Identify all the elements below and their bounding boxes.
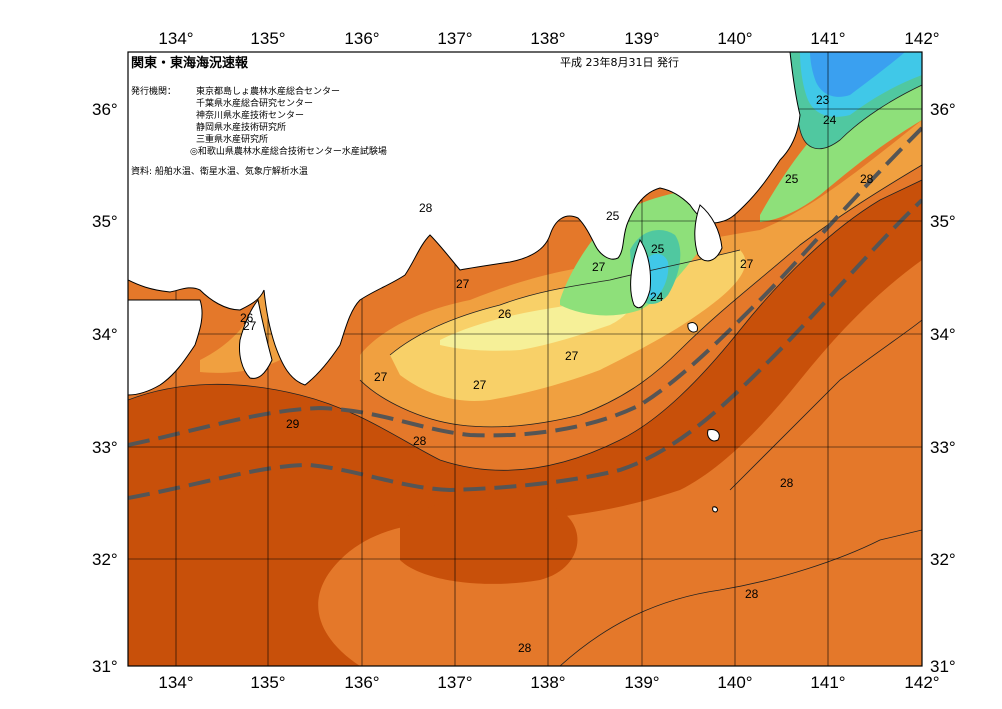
lat-tick-32-right: 32° bbox=[930, 550, 956, 569]
map-frame bbox=[127, 51, 923, 667]
isotherm-label: 28 bbox=[860, 172, 874, 186]
sst-21-northeast bbox=[810, 52, 905, 97]
isotherm-label: 28 bbox=[419, 201, 433, 215]
lat-tick-36-right: 36° bbox=[930, 100, 956, 119]
isotherm-label: 24 bbox=[650, 290, 664, 304]
land-honshu bbox=[128, 52, 801, 386]
lon-tick-136-bottom: 136° bbox=[344, 673, 379, 692]
issuer-line: 東京都島しょ農林水産総合センター bbox=[196, 85, 340, 97]
lon-tick-134-bottom: 134° bbox=[158, 673, 193, 692]
issuer-line: 三重県水産研究所 bbox=[196, 133, 268, 145]
lon-axis-top: 134° 135° 136° 137° 138° 139° 140° 141° … bbox=[158, 29, 939, 48]
lon-tick-140-bottom: 140° bbox=[717, 673, 752, 692]
lon-tick-138: 138° bbox=[530, 29, 565, 48]
issuer-line: 神奈川県水産技術センター bbox=[196, 109, 304, 121]
sst-29-zone bbox=[128, 180, 922, 666]
isotherm-label: 24 bbox=[823, 113, 837, 127]
land bbox=[128, 52, 801, 513]
issuer-label: 発行機関： bbox=[131, 85, 176, 97]
issuer-line: 千葉県水産総合研究センター bbox=[196, 97, 313, 109]
isotherm-label: 29 bbox=[286, 417, 300, 431]
lon-tick-141-bottom: 141° bbox=[810, 673, 845, 692]
lat-tick-32: 32° bbox=[92, 550, 118, 569]
isotherm-label: 23 bbox=[816, 93, 830, 107]
isotherm-label: 28 bbox=[780, 476, 794, 490]
lon-tick-137-bottom: 137° bbox=[437, 673, 472, 692]
lat-tick-35-right: 35° bbox=[930, 212, 956, 231]
lon-tick-136: 136° bbox=[344, 29, 379, 48]
lat-tick-31-right: 31° bbox=[930, 657, 956, 676]
isotherm-label: 25 bbox=[606, 209, 620, 223]
lat-tick-31: 31° bbox=[92, 657, 118, 676]
isotherm-label: 28 bbox=[413, 434, 427, 448]
sst-28-east bbox=[730, 320, 922, 520]
isotherm-label: 27 bbox=[456, 277, 470, 291]
data-source: 資料: 船舶水温、衛星水温、気象庁解析水温 bbox=[131, 165, 308, 177]
isotherm-label: 27 bbox=[565, 349, 579, 363]
land-miyake bbox=[707, 429, 720, 442]
sst-28-south bbox=[560, 530, 922, 666]
isotherm-labels: 23 24 25 28 28 25 25 27 27 27 24 26 26 2… bbox=[240, 93, 874, 655]
isotherm-label: 28 bbox=[518, 641, 532, 655]
issuer-line: 静岡県水産技術研究所 bbox=[196, 121, 286, 133]
isotherm-label: 27 bbox=[740, 257, 754, 271]
issue-date: 平成 23年8月31日 発行 bbox=[560, 55, 679, 69]
isotherm-label: 27 bbox=[243, 319, 257, 333]
lat-axis-left: 36° 35° 34° 33° 32° 31° bbox=[92, 100, 118, 676]
kuroshio-path bbox=[128, 126, 922, 500]
land-oshima bbox=[687, 322, 698, 333]
lon-tick-139: 139° bbox=[624, 29, 659, 48]
isotherm-label: 27 bbox=[374, 370, 388, 384]
lat-tick-34: 34° bbox=[92, 325, 118, 344]
isotherm-label: 25 bbox=[651, 242, 665, 256]
land-hachijo bbox=[712, 506, 718, 513]
sst-29-patch-south bbox=[400, 497, 578, 584]
isotherm-label: 25 bbox=[785, 172, 799, 186]
isotherm-label: 27 bbox=[473, 378, 487, 392]
lon-tick-142-bottom: 142° bbox=[904, 673, 939, 692]
isotherm-label: 27 bbox=[592, 260, 606, 274]
kuroshio-north-edge bbox=[128, 126, 922, 447]
isotherm-label: 28 bbox=[745, 587, 759, 601]
lat-axis-right: 36° 35° 34° 33° 32° 31° bbox=[930, 100, 956, 676]
land-kii-peninsula bbox=[239, 298, 273, 379]
lon-tick-137: 137° bbox=[437, 29, 472, 48]
lat-tick-36: 36° bbox=[92, 100, 118, 119]
lat-tick-33: 33° bbox=[92, 438, 118, 457]
land-boso-peninsula bbox=[694, 204, 723, 262]
lon-tick-135-bottom: 135° bbox=[250, 673, 285, 692]
land-izu-peninsula bbox=[630, 238, 651, 309]
lon-axis-bottom: 134° 135° 136° 137° 138° 139° 140° 141° … bbox=[158, 673, 939, 692]
temperature-field bbox=[128, 52, 922, 666]
issuer-line: ◎和歌山県農林水産総合技術センター水産試験場 bbox=[190, 145, 387, 157]
lat-tick-35: 35° bbox=[92, 212, 118, 231]
lat-tick-33-right: 33° bbox=[930, 438, 956, 457]
lat-tick-34-right: 34° bbox=[930, 325, 956, 344]
lon-tick-142: 142° bbox=[904, 29, 939, 48]
issuer-block: 発行機関： 東京都島しょ農林水産総合センター 千葉県水産総合研究センター 神奈川… bbox=[131, 85, 387, 177]
sst-24-boso bbox=[760, 70, 922, 222]
lon-tick-138-bottom: 138° bbox=[530, 673, 565, 692]
kuroshio-south-edge bbox=[128, 198, 922, 500]
lon-tick-134: 134° bbox=[158, 29, 193, 48]
lon-tick-140: 140° bbox=[717, 29, 752, 48]
land-shikoku bbox=[128, 299, 203, 396]
isotherm-label: 26 bbox=[498, 307, 512, 321]
map-title: 関東・東海海況速報 bbox=[131, 55, 249, 71]
isotherm-label: 26 bbox=[240, 311, 254, 325]
lon-tick-135: 135° bbox=[250, 29, 285, 48]
lon-tick-141: 141° bbox=[810, 29, 845, 48]
lon-tick-139-bottom: 139° bbox=[624, 673, 659, 692]
